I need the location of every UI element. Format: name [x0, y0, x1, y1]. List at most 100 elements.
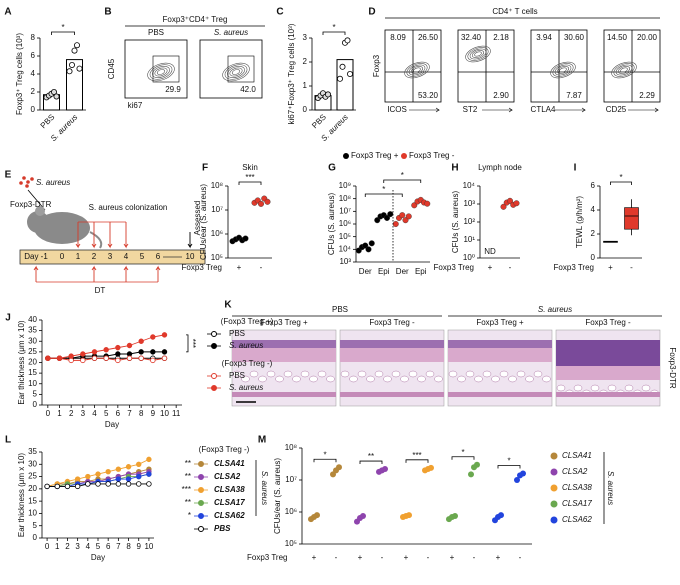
assessed-label: Assessed: [193, 201, 202, 236]
x-tick-label: 7: [116, 542, 121, 551]
contour: [222, 62, 250, 82]
bacterium: [25, 184, 29, 188]
legend-marker: [343, 153, 349, 159]
fat-cell: [641, 384, 651, 392]
y-tick-label: 4: [31, 69, 36, 78]
x-tick-label: -: [381, 553, 384, 562]
legend-marker: [211, 331, 217, 337]
y-tick-label: 10⁵: [285, 539, 297, 548]
significance-bracket: [238, 181, 262, 185]
quadrant-value: 2.29: [639, 91, 655, 100]
point: [136, 461, 142, 467]
x-tick-label: 10: [160, 409, 169, 418]
legend-marker: [198, 461, 204, 467]
y-tick-label: 15: [28, 368, 37, 377]
panel-label: K: [224, 300, 232, 311]
x-tick-label: Der: [359, 267, 372, 276]
contour: [615, 64, 633, 76]
quadrant-value: 3.94: [536, 33, 552, 42]
dt-arrow: [155, 265, 161, 282]
day-label: 4: [124, 252, 129, 261]
significance: **: [185, 498, 191, 507]
fat-cell: [590, 384, 600, 392]
x-tick-label: PBS: [310, 113, 328, 131]
point: [91, 349, 98, 355]
point: [428, 464, 434, 471]
x-tick-label: 8: [139, 409, 144, 418]
point: [384, 214, 391, 221]
panel-label: E: [5, 170, 12, 181]
contour: [147, 62, 175, 82]
panel-label: G: [328, 163, 336, 174]
contour: [408, 64, 426, 76]
panel-label: F: [202, 163, 208, 174]
y-tick-label: 0: [33, 533, 38, 542]
y-tick-label: 10⁷: [285, 475, 297, 484]
y-tick-label: 10⁸: [339, 194, 351, 203]
mouse-label: Foxp3-DTR: [10, 200, 52, 209]
bar: [66, 59, 83, 111]
x-axis-label: Foxp3 Treg: [554, 263, 594, 272]
y-tick-label: 10⁸: [211, 181, 223, 190]
flow-x-label: ST2: [463, 105, 478, 114]
y-axis-label: ki67⁺Foxp3⁺ Treg cells (10³): [287, 23, 296, 124]
y-tick-label: 20: [28, 484, 37, 493]
legend-label: S. aureus: [229, 341, 263, 350]
y-axis-label: Ear thickness (μm x 10): [17, 320, 26, 405]
day-label: 10: [186, 252, 195, 261]
contour: [231, 69, 241, 75]
point: [452, 512, 458, 519]
fat-cell: [508, 375, 517, 383]
legend-label: CLSA62: [562, 515, 592, 524]
point: [336, 464, 342, 471]
significance-bracket: [451, 456, 475, 460]
contour: [154, 67, 168, 77]
panel-label: A: [4, 7, 11, 18]
significance: ***: [412, 451, 421, 460]
bacterium: [22, 176, 26, 180]
point: [125, 464, 132, 470]
contour: [149, 64, 173, 80]
y-tick-label: 10³: [463, 199, 475, 208]
y-tick-label: 5: [33, 521, 38, 530]
y-axis-label: CFUs (S. aureus): [451, 191, 460, 254]
y-tick-label: 10⁰: [463, 253, 475, 262]
significance-bracket: [359, 460, 383, 465]
legend-label: CLSA2: [562, 467, 588, 476]
dermis: [232, 348, 336, 362]
x-tick-label: -: [473, 553, 476, 562]
legend-marker: [211, 343, 217, 349]
axis-arrow: [482, 107, 513, 113]
flow-title: Foxp3⁺CD4⁺ Treg: [163, 15, 228, 24]
contour: [552, 63, 574, 77]
y-tick-label: 8: [31, 33, 36, 42]
y-tick-label: 1: [303, 81, 308, 90]
legend-marker: [198, 487, 204, 493]
contour: [156, 69, 166, 75]
fat-cell: [383, 375, 392, 383]
significance-bracket: [322, 31, 346, 35]
x-tick-label: +: [358, 553, 363, 562]
quadrant-value: 2.18: [493, 33, 509, 42]
point: [513, 200, 520, 207]
point: [95, 481, 101, 487]
dt-arrow: [33, 265, 39, 282]
point: [115, 351, 121, 357]
legend-label: CLSA2: [214, 472, 241, 481]
fat-cell: [556, 384, 566, 392]
panel-label: J: [5, 313, 11, 324]
legend-label: S. aureus: [229, 383, 263, 392]
x-tick-label: 6: [116, 409, 121, 418]
fat-cell: [434, 375, 443, 383]
point: [399, 212, 406, 219]
legend-label: CLSA41: [562, 451, 592, 460]
box: [624, 207, 639, 230]
y-tick-label: 10⁶: [285, 507, 297, 516]
contour: [613, 63, 635, 77]
legend-label: CLSA62: [214, 511, 245, 520]
fat-cell: [465, 370, 475, 378]
y-axis-label: Foxp3⁺ Treg cells (10³): [15, 33, 24, 115]
cartilage: [340, 392, 444, 397]
significance: *: [401, 171, 404, 180]
timeline: [19, 249, 206, 265]
